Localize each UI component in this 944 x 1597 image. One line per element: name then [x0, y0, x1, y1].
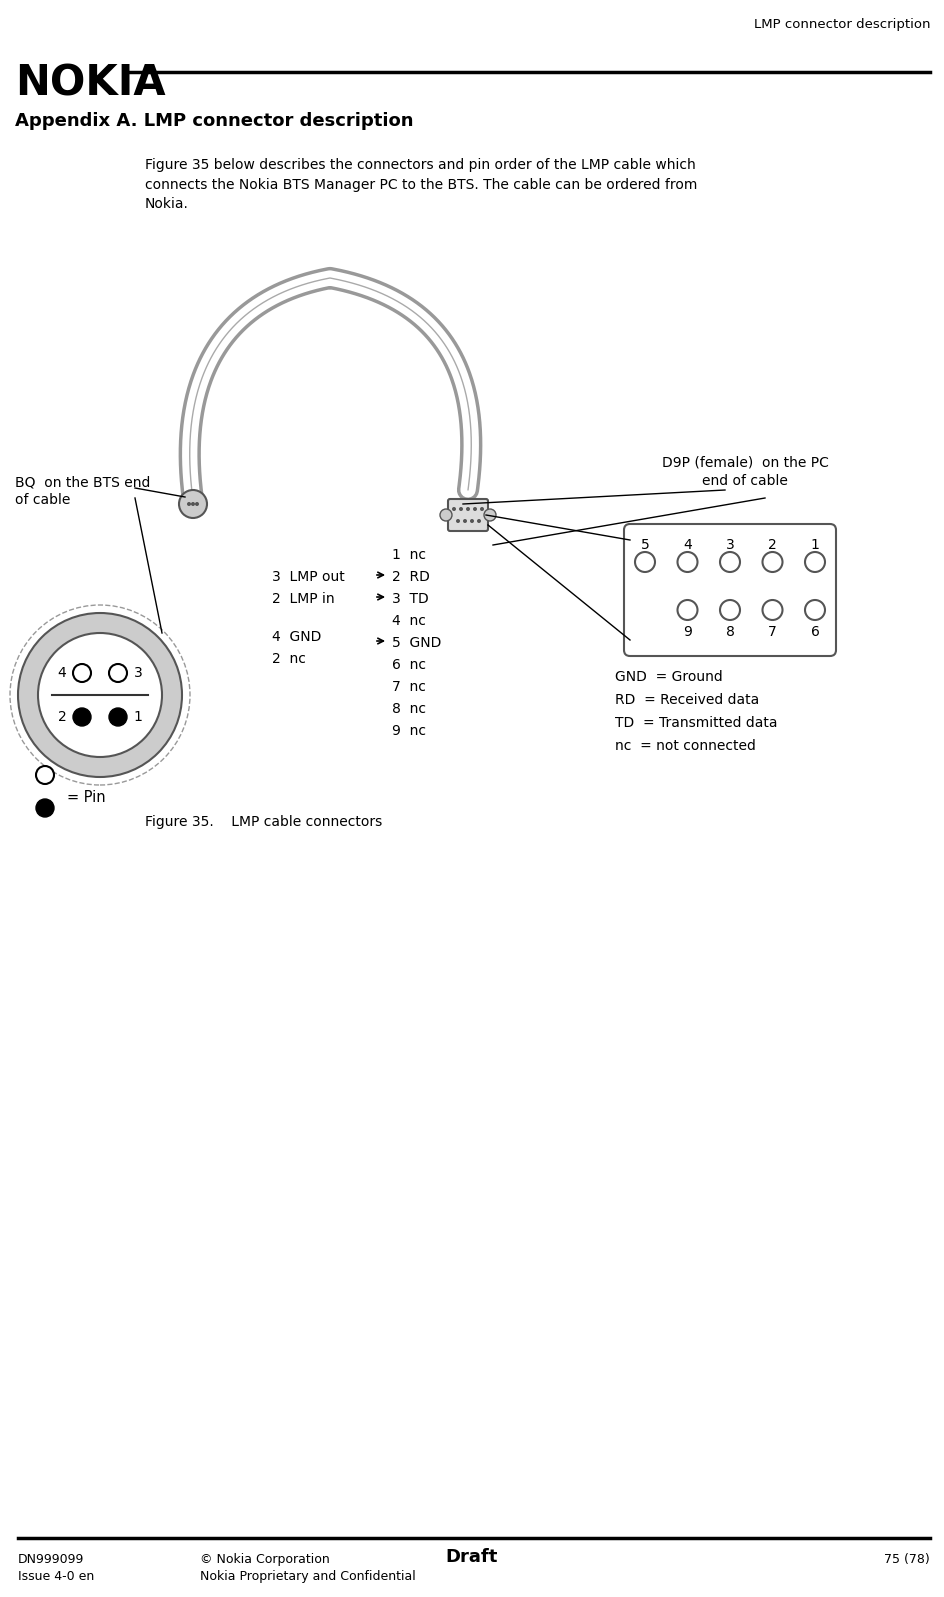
Text: 2  RD: 2 RD	[392, 570, 430, 585]
Text: © Nokia Corporation: © Nokia Corporation	[200, 1552, 329, 1567]
Text: 3  LMP out: 3 LMP out	[272, 570, 345, 585]
Text: 6  nc: 6 nc	[392, 658, 426, 672]
Text: 7  nc: 7 nc	[392, 680, 426, 695]
FancyBboxPatch shape	[448, 498, 488, 530]
Text: BQ  on the BTS end
of cable: BQ on the BTS end of cable	[15, 474, 150, 508]
Text: 4  nc: 4 nc	[392, 613, 426, 628]
Text: 3  TD: 3 TD	[392, 592, 429, 605]
Circle shape	[678, 553, 698, 572]
Text: nc  = not connected: nc = not connected	[615, 739, 756, 754]
Text: 75 (78): 75 (78)	[885, 1552, 930, 1567]
Text: 4: 4	[683, 538, 692, 553]
Text: = Hole: = Hole	[67, 757, 117, 773]
Text: 2: 2	[58, 711, 66, 723]
Circle shape	[720, 553, 740, 572]
Text: GND  = Ground: GND = Ground	[615, 671, 723, 684]
Text: LMP connector description: LMP connector description	[753, 18, 930, 30]
Circle shape	[470, 519, 474, 522]
Circle shape	[459, 506, 463, 511]
Circle shape	[456, 519, 460, 522]
Text: 1: 1	[811, 538, 819, 553]
Circle shape	[805, 600, 825, 620]
Text: RD  = Received data: RD = Received data	[615, 693, 759, 707]
Text: 9  nc: 9 nc	[392, 723, 426, 738]
Text: = Pin: = Pin	[67, 791, 106, 805]
Circle shape	[452, 506, 456, 511]
Circle shape	[466, 506, 470, 511]
Text: 5  GND: 5 GND	[392, 636, 442, 650]
Circle shape	[484, 509, 496, 521]
Circle shape	[463, 519, 467, 522]
Text: NOKIA: NOKIA	[15, 62, 165, 104]
Circle shape	[440, 509, 452, 521]
Circle shape	[763, 600, 783, 620]
Text: 2  nc: 2 nc	[272, 652, 306, 666]
Text: Appendix A. LMP connector description: Appendix A. LMP connector description	[15, 112, 413, 129]
Circle shape	[179, 490, 207, 517]
Text: 6: 6	[811, 624, 819, 639]
Circle shape	[109, 664, 127, 682]
Circle shape	[36, 767, 54, 784]
Circle shape	[73, 707, 91, 727]
Circle shape	[480, 506, 484, 511]
Circle shape	[109, 707, 127, 727]
Text: 9: 9	[683, 624, 692, 639]
Text: Issue 4-0 en: Issue 4-0 en	[18, 1570, 94, 1583]
Circle shape	[18, 613, 182, 778]
Circle shape	[763, 553, 783, 572]
Text: 2: 2	[768, 538, 777, 553]
Text: 4: 4	[58, 666, 66, 680]
Text: 3: 3	[726, 538, 734, 553]
Text: 2  LMP in: 2 LMP in	[272, 592, 334, 605]
Circle shape	[477, 519, 481, 522]
Circle shape	[720, 600, 740, 620]
Circle shape	[73, 664, 91, 682]
Circle shape	[805, 553, 825, 572]
Text: 8  nc: 8 nc	[392, 703, 426, 715]
Circle shape	[195, 501, 199, 506]
Circle shape	[38, 632, 162, 757]
Text: 1  nc: 1 nc	[392, 548, 426, 562]
Text: Figure 35 below describes the connectors and pin order of the LMP cable which
co: Figure 35 below describes the connectors…	[145, 158, 698, 211]
Text: Draft: Draft	[446, 1547, 498, 1567]
Text: 7: 7	[768, 624, 777, 639]
Text: 4  GND: 4 GND	[272, 629, 321, 644]
Text: Figure 35.    LMP cable connectors: Figure 35. LMP cable connectors	[145, 814, 382, 829]
Text: 8: 8	[726, 624, 734, 639]
Circle shape	[187, 501, 191, 506]
Text: D9P (female)  on the PC
end of cable: D9P (female) on the PC end of cable	[662, 457, 829, 489]
Text: 1: 1	[133, 711, 143, 723]
Text: DN999099: DN999099	[18, 1552, 84, 1567]
Circle shape	[678, 600, 698, 620]
Text: 3: 3	[134, 666, 143, 680]
Circle shape	[635, 553, 655, 572]
Circle shape	[473, 506, 477, 511]
Circle shape	[36, 798, 54, 818]
Text: Nokia Proprietary and Confidential: Nokia Proprietary and Confidential	[200, 1570, 415, 1583]
Circle shape	[191, 501, 195, 506]
FancyBboxPatch shape	[624, 524, 836, 656]
Text: TD  = Transmitted data: TD = Transmitted data	[615, 715, 778, 730]
Text: 5: 5	[641, 538, 649, 553]
